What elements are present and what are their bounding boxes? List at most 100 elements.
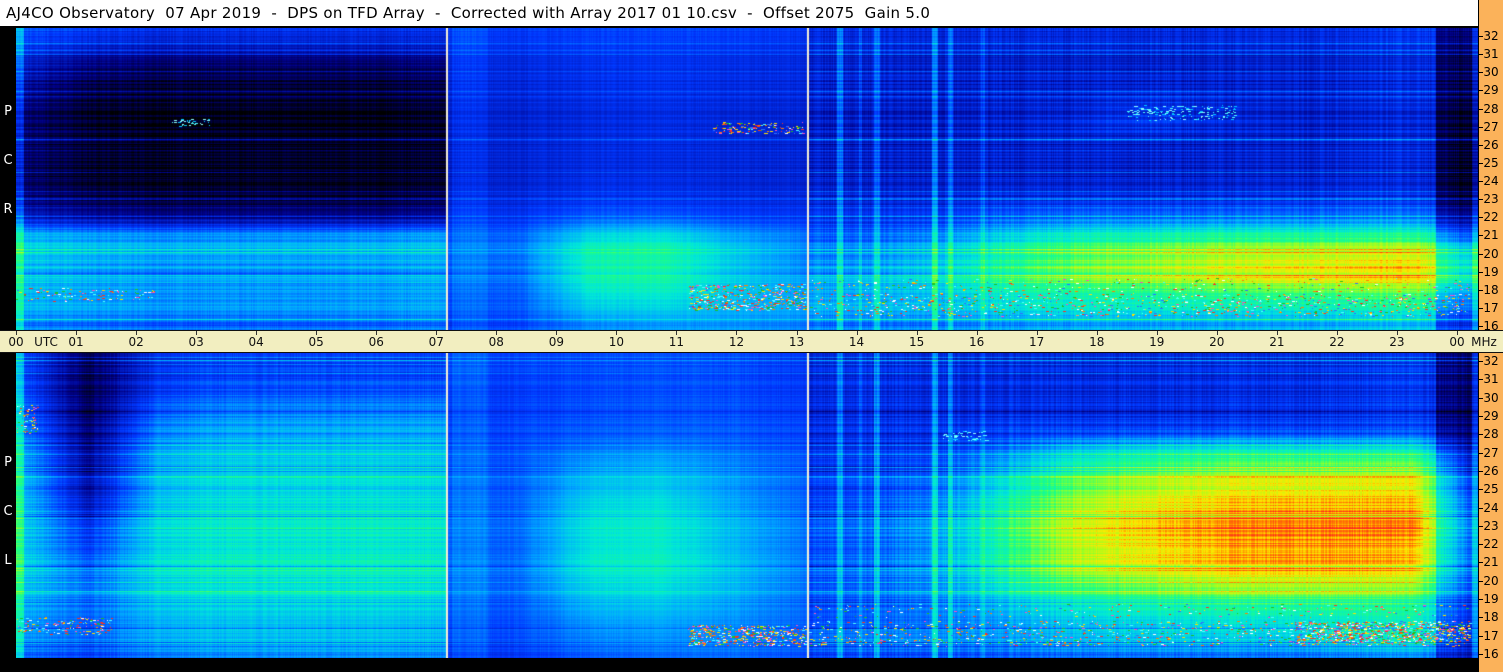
- hour-tick: [556, 331, 558, 335]
- hour-tick: [676, 331, 678, 335]
- freq-tick-label: 16: [1483, 319, 1499, 333]
- freq-tick-label: 19: [1483, 264, 1499, 279]
- hour-tick-label: 05: [308, 335, 324, 349]
- freq-tick-label: 29: [1483, 83, 1499, 98]
- freq-tick: [1479, 654, 1483, 655]
- hour-tick: [796, 331, 798, 335]
- freq-tick: [1479, 326, 1483, 327]
- hour-tick-label: 18: [1089, 335, 1105, 349]
- freq-tick-label: 22: [1483, 537, 1499, 552]
- freq-tick-label: 25: [1483, 482, 1499, 497]
- freq-tick-label: 31: [1483, 47, 1499, 62]
- hour-tick: [856, 331, 858, 335]
- freq-tick: [1479, 199, 1483, 201]
- hour-tick-label: 12: [728, 335, 745, 349]
- mhz-unit-label: MHz: [1471, 335, 1497, 349]
- freq-tick: [1479, 162, 1483, 164]
- hour-tick: [316, 331, 318, 335]
- polarization-letter: L: [4, 553, 12, 568]
- hour-tick-label: 16: [968, 335, 985, 349]
- hour-tick-label: 10: [608, 335, 625, 349]
- hour-tick: [376, 331, 378, 335]
- freq-tick-label: 23: [1483, 518, 1499, 533]
- freq-tick-label: 27: [1483, 119, 1499, 134]
- freq-tick-label: 20: [1483, 246, 1499, 261]
- freq-tick-label: 27: [1483, 445, 1499, 460]
- freq-tick: [1479, 253, 1483, 255]
- freq-tick-label: 22: [1483, 210, 1499, 225]
- hour-tick: [616, 331, 618, 335]
- hour-tick-label: 23: [1389, 335, 1405, 349]
- freq-tick: [1479, 217, 1483, 219]
- hour-tick-label: 04: [248, 335, 264, 349]
- freq-tick-label: 17: [1483, 628, 1499, 643]
- freq-tick: [1479, 397, 1483, 399]
- freq-tick-label: 16: [1483, 647, 1499, 661]
- freq-tick: [1479, 379, 1483, 381]
- hour-tick: [1336, 331, 1338, 335]
- freq-tick: [1479, 599, 1483, 601]
- hour-tick-label: 14: [848, 335, 865, 349]
- hour-tick-label: 15: [908, 335, 925, 349]
- hour-tick-label: 08: [488, 335, 504, 349]
- freq-tick: [1479, 544, 1483, 546]
- hour-tick-label: 21: [1269, 335, 1285, 349]
- hour-tick-label: 00: [1449, 335, 1465, 349]
- hour-tick: [196, 331, 198, 335]
- freq-tick-label: 28: [1483, 427, 1499, 442]
- freq-tick: [1479, 507, 1483, 509]
- hour-tick: [76, 331, 78, 335]
- hour-tick: [496, 331, 498, 335]
- hour-tick: [976, 331, 978, 335]
- hour-tick: [436, 331, 438, 335]
- freq-tick: [1479, 525, 1483, 527]
- freq-tick-label: 17: [1483, 300, 1499, 315]
- freq-tick: [1479, 580, 1483, 582]
- freq-tick: [1479, 617, 1483, 619]
- freq-tick-label: 24: [1483, 174, 1499, 188]
- freq-tick-label: 24: [1483, 500, 1499, 515]
- polarization-letter: P: [4, 455, 12, 470]
- hour-tick-label: 02: [128, 335, 144, 349]
- freq-tick-label: 21: [1483, 228, 1499, 243]
- freq-tick-label: 26: [1483, 137, 1499, 152]
- hour-tick: [1456, 331, 1458, 335]
- freq-tick: [1479, 415, 1483, 417]
- freq-tick: [1479, 289, 1483, 291]
- hour-tick: [1396, 331, 1398, 335]
- freq-tick-label: 29: [1483, 408, 1499, 423]
- freq-tick-label: 32: [1483, 29, 1499, 43]
- hour-tick: [1276, 331, 1278, 335]
- lcp-polarization-label: P C L: [0, 455, 16, 602]
- freq-tick: [1479, 307, 1483, 309]
- hour-tick: [136, 331, 138, 335]
- freq-tick: [1479, 235, 1483, 237]
- hour-tick-label: 09: [548, 335, 564, 349]
- hour-tick-label: 17: [1029, 335, 1045, 349]
- polarization-letter: C: [3, 504, 13, 519]
- polarization-letter: R: [3, 202, 13, 217]
- freq-tick: [1479, 90, 1483, 92]
- time-axis: 00 01 02 03 04 05 06 07 08 09 10 11 12 13 14 15 16 17 18 19…: [0, 330, 1503, 353]
- hour-tick-label: 20: [1209, 335, 1225, 349]
- hour-tick: [16, 331, 17, 335]
- freq-tick-label: 26: [1483, 463, 1499, 478]
- freq-tick-label: 30: [1483, 65, 1499, 80]
- rcp-polarization-label: P C R: [0, 104, 16, 251]
- hour-tick-label: 19: [1149, 335, 1165, 349]
- freq-tick-label: 31: [1483, 372, 1499, 387]
- freq-tick-label: 32: [1483, 354, 1499, 368]
- hour-tick-label: 07: [428, 335, 444, 349]
- hour-tick: [1036, 331, 1038, 335]
- rcp-spectrogram: [16, 28, 1478, 330]
- freq-tick: [1479, 434, 1483, 436]
- hour-tick-label: 01: [68, 335, 84, 349]
- hour-tick: [1096, 331, 1098, 335]
- hour-tick: [916, 331, 918, 335]
- hour-tick-label: 11: [668, 335, 685, 349]
- freq-tick-label: 19: [1483, 592, 1499, 607]
- freq-tick-label: 18: [1483, 610, 1499, 625]
- freq-tick-label: 21: [1483, 555, 1499, 570]
- hour-tick: [1216, 331, 1218, 335]
